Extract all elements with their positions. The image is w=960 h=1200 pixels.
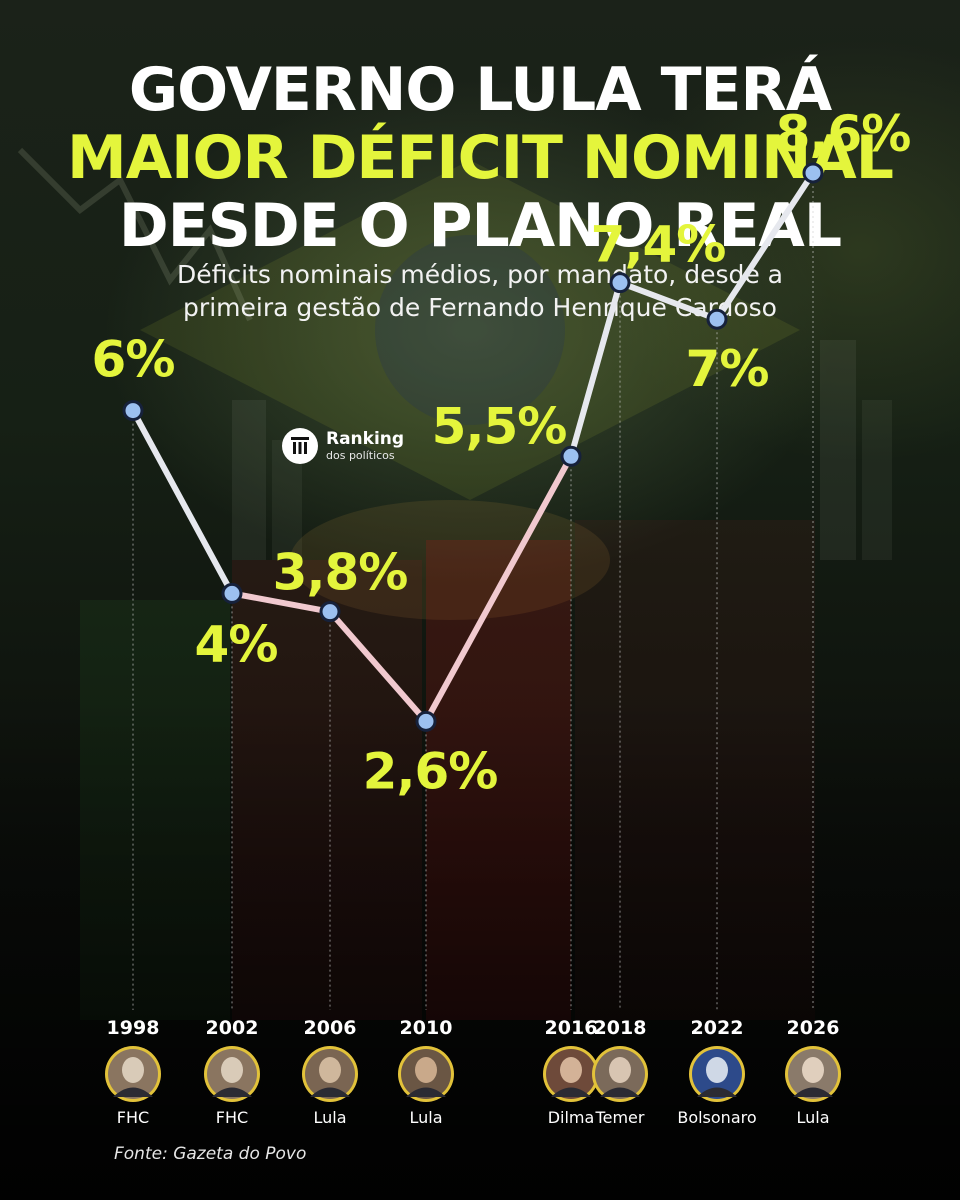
avatar-face	[560, 1057, 582, 1083]
year-label: 2022	[691, 1017, 744, 1039]
source-credit: Fonte: Gazeta do Povo	[114, 1144, 307, 1164]
value-label: 4%	[195, 615, 278, 673]
data-point	[560, 445, 582, 467]
year-label: 2018	[594, 1017, 647, 1039]
president-avatar	[398, 1046, 454, 1102]
data-point	[122, 400, 144, 422]
value-label: 7,4%	[591, 216, 726, 274]
background-arrow-line	[17, 147, 253, 322]
president-name: Bolsonaro	[677, 1108, 756, 1127]
brand-logo: Ranking dos políticos	[282, 424, 404, 468]
president-avatar	[592, 1046, 648, 1102]
data-point	[802, 162, 824, 184]
data-point	[319, 601, 341, 623]
line-segment	[617, 279, 720, 323]
background-bar	[820, 340, 856, 560]
year-label: 2006	[304, 1017, 357, 1039]
value-label: 8,6%	[776, 105, 911, 163]
avatar-shoulders	[600, 1087, 640, 1097]
background-fade	[0, 700, 960, 1200]
background-bar	[232, 400, 266, 560]
value-label: 2,6%	[363, 742, 498, 800]
line-segment	[423, 453, 574, 725]
line-segments-group	[130, 169, 816, 725]
subtitle-line-1: Déficits nominais médios, por mandato, d…	[176, 260, 783, 289]
president-name: FHC	[216, 1108, 248, 1127]
columns-icon	[282, 428, 318, 464]
value-label: 7%	[686, 340, 769, 398]
president-avatar	[689, 1046, 745, 1102]
data-point	[221, 582, 243, 604]
line-segment	[229, 590, 333, 615]
avatar-shoulders	[697, 1087, 737, 1097]
president-name: Lula	[313, 1108, 346, 1127]
title-line-2-highlight: MAIOR DÉFICIT NOMINAL	[67, 123, 894, 193]
avatar-face	[319, 1057, 341, 1083]
brand-name: Ranking	[326, 429, 405, 449]
flag-diamond-shape	[140, 160, 800, 500]
data-points-group	[122, 162, 824, 732]
background-bar	[862, 400, 892, 560]
value-label: 5,5%	[432, 397, 567, 455]
year-label: 2016	[545, 1017, 598, 1039]
line-segment	[327, 608, 429, 725]
value-label: 3,8%	[273, 544, 408, 602]
data-point	[706, 308, 728, 330]
president-name: Lula	[409, 1108, 442, 1127]
president-avatar	[302, 1046, 358, 1102]
avatar-face	[706, 1057, 728, 1083]
line-segment	[130, 407, 235, 597]
president-name: Temer	[595, 1108, 645, 1127]
title-line-3: DESDE O PLANO REAL	[118, 191, 842, 261]
year-label: 2026	[787, 1017, 840, 1039]
president-name: Dilma	[548, 1108, 595, 1127]
avatar-shoulders	[793, 1087, 833, 1097]
value-label: 6%	[92, 331, 175, 389]
avatar-face	[802, 1057, 824, 1083]
avatar-face	[221, 1057, 243, 1083]
avatar-face	[609, 1057, 631, 1083]
president-avatar	[105, 1046, 161, 1102]
year-label: 2002	[206, 1017, 259, 1039]
brand-tagline: dos políticos	[326, 449, 395, 462]
avatar-shoulders	[406, 1087, 446, 1097]
flag-globe-shape	[375, 235, 565, 425]
avatar-shoulders	[551, 1087, 591, 1097]
avatar-face	[122, 1057, 144, 1083]
data-point	[415, 710, 437, 732]
president-name: Lula	[796, 1108, 829, 1127]
year-label: 1998	[107, 1017, 160, 1039]
avatar-shoulders	[310, 1087, 350, 1097]
x-axis-group: 1998 FHC 2002 FHC 2006 Lula 2010 Lula 2016 Dilma 2…	[105, 1017, 841, 1127]
president-avatar	[543, 1046, 599, 1102]
guide-lines-group	[132, 180, 814, 1010]
data-point	[609, 272, 631, 294]
line-segment	[568, 279, 623, 460]
avatar-shoulders	[113, 1087, 153, 1097]
title-line-1: GOVERNO LULA TERÁ	[128, 55, 832, 125]
line-segment	[714, 169, 816, 323]
avatar-face	[415, 1057, 437, 1083]
president-avatar	[204, 1046, 260, 1102]
year-label: 2010	[400, 1017, 453, 1039]
value-labels-group: 6% 4% 3,8% 2,6% 5,5% 7,4% 7% 8,6%	[92, 105, 912, 800]
president-avatar	[785, 1046, 841, 1102]
avatar-shoulders	[212, 1087, 252, 1097]
president-name: FHC	[117, 1108, 149, 1127]
